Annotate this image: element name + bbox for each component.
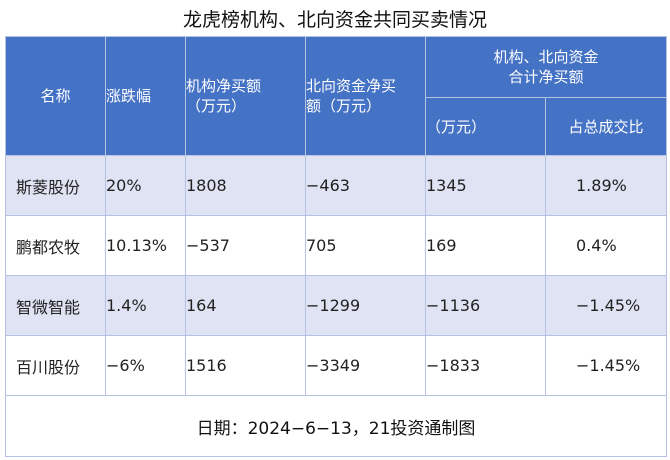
header-combined: 机构、北向资金 合计净买额	[424, 36, 668, 98]
cell-ratio: −1.45%	[544, 275, 668, 336]
header-inst-net: 机构净买额 （万元）	[185, 36, 306, 156]
header-inst-net-line2: （万元）	[186, 97, 247, 115]
cell-inst: 1808	[185, 155, 306, 216]
cell-total: 169	[425, 215, 546, 276]
cell-total: −1833	[425, 335, 546, 396]
cell-ratio: −1.45%	[544, 335, 668, 396]
header-north-net-line2: 额（万元）	[306, 97, 382, 115]
header-inst-net-line1: 机构净买额	[186, 77, 262, 95]
header-combined-line1: 机构、北向资金	[493, 48, 599, 66]
page-title: 龙虎榜机构、北向资金共同买卖情况	[182, 8, 487, 31]
table-row: 斯菱股份 20% 1808 −463 1345 1.89%	[5, 155, 668, 216]
header-combined-amount: （万元）	[425, 97, 546, 156]
data-table: 名称 涨跌幅 机构净买额 （万元） 北向资金净买 额（万元） 机构、北向资金 合…	[4, 36, 668, 457]
cell-ratio: 0.4%	[544, 215, 668, 276]
footer-note: 日期：2024−6−13，21投资通制图	[4, 395, 668, 457]
cell-name: 百川股份	[5, 335, 106, 396]
header-combined-ratio: 占总成交比	[544, 97, 668, 156]
cell-north: −1299	[305, 275, 426, 336]
cell-inst: 164	[185, 275, 306, 336]
cell-name: 斯菱股份	[5, 155, 106, 216]
cell-ratio: 1.89%	[544, 155, 668, 216]
table-footer-row: 日期：2024−6−13，21投资通制图	[4, 395, 668, 457]
table-row: 百川股份 −6% 1516 −3349 −1833 −1.45%	[5, 335, 668, 396]
cell-north: 705	[305, 215, 426, 276]
table-row: 鹏都农牧 10.13% −537 705 169 0.4%	[5, 215, 668, 276]
cell-change: 1.4%	[105, 275, 186, 336]
table-row: 智微智能 1.4% 164 −1299 −1136 −1.45%	[5, 275, 668, 336]
cell-north: −463	[305, 155, 426, 216]
cell-name: 智微智能	[5, 275, 106, 336]
cell-name: 鹏都农牧	[5, 215, 106, 276]
cell-total: −1136	[425, 275, 546, 336]
cell-change: 20%	[105, 155, 186, 216]
cell-change: 10.13%	[105, 215, 186, 276]
cell-north: −3349	[305, 335, 426, 396]
cell-inst: 1516	[185, 335, 306, 396]
header-north-net-line1: 北向资金净买	[306, 77, 397, 95]
cell-inst: −537	[185, 215, 306, 276]
cell-change: −6%	[105, 335, 186, 396]
header-name: 名称	[5, 36, 106, 156]
cell-total: 1345	[425, 155, 546, 216]
header-combined-line2: 合计净买额	[508, 68, 584, 86]
header-change: 涨跌幅	[105, 36, 186, 156]
header-north-net: 北向资金净买 额（万元）	[305, 36, 426, 156]
